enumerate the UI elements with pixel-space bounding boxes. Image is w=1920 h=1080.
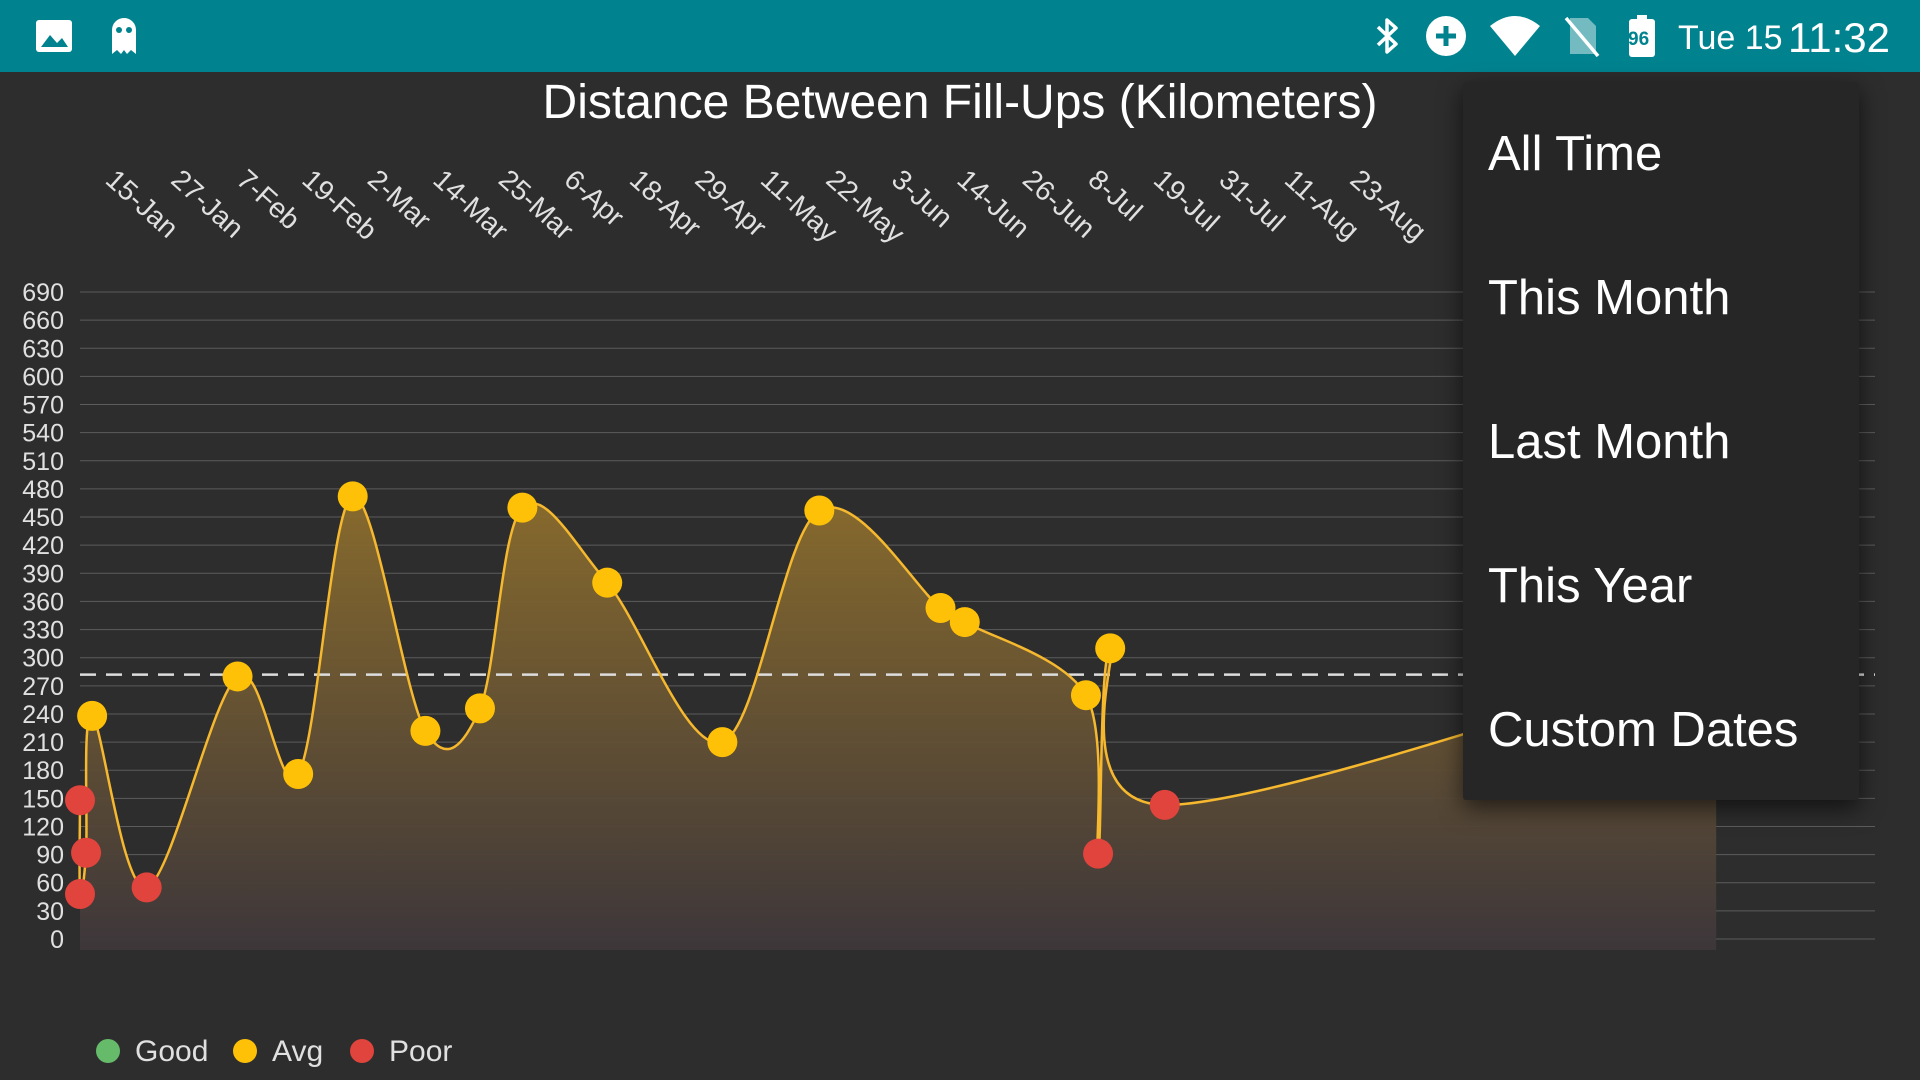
legend-marker	[233, 1039, 257, 1063]
battery-icon	[1629, 15, 1655, 57]
y-tick-label: 510	[22, 448, 64, 476]
y-tick-label: 570	[22, 392, 64, 420]
y-tick-label: 540	[22, 420, 64, 448]
legend-label: Good	[135, 1035, 208, 1068]
data-point	[131, 872, 162, 903]
data-point	[592, 567, 623, 598]
data-point	[283, 758, 314, 789]
x-tick-label: 23-Aug	[1344, 163, 1432, 246]
data-point	[71, 837, 102, 868]
y-tick-label: 30	[36, 898, 64, 926]
y-tick-label: 120	[22, 813, 64, 841]
menu-item-last-month[interactable]: Last Month	[1488, 415, 1731, 469]
data-point	[337, 481, 368, 512]
y-tick-label: 690	[22, 279, 64, 307]
y-tick-label: 450	[22, 504, 64, 532]
legend: Good Avg Poor	[96, 1035, 452, 1068]
y-tick-label: 660	[22, 307, 64, 335]
bluetooth-icon	[1376, 18, 1398, 54]
data-point	[707, 727, 738, 758]
battery-level: 96	[1628, 29, 1650, 50]
data-point	[222, 661, 253, 692]
data-point	[804, 495, 835, 526]
y-axis-ticks: 0306090120150180210240270300330360390420…	[22, 279, 64, 954]
legend-marker	[96, 1039, 120, 1063]
x-tick-label: 19-Jul	[1148, 163, 1225, 237]
data-point	[464, 693, 495, 724]
x-tick-label: 31-Jul	[1213, 163, 1290, 237]
chart-title: Distance Between Fill-Ups (Kilometers)	[543, 76, 1378, 129]
data-point	[949, 607, 980, 638]
fill-up-distance-chart: Distance Between Fill-Ups (Kilometers) 0…	[22, 76, 1875, 1068]
status-bar: 96 Tue 15 11:32	[0, 0, 1920, 72]
y-tick-label: 60	[36, 870, 64, 898]
data-point	[65, 878, 95, 909]
y-tick-label: 630	[22, 335, 64, 363]
menu-item-custom-dates[interactable]: Custom Dates	[1488, 703, 1799, 757]
y-tick-label: 0	[50, 926, 64, 954]
legend-label: Poor	[389, 1035, 452, 1068]
wifi-icon	[1490, 16, 1540, 56]
status-date: Tue 15	[1678, 19, 1783, 57]
data-point	[1095, 633, 1126, 664]
y-tick-label: 480	[22, 476, 64, 504]
data-point	[507, 492, 538, 523]
y-tick-label: 420	[22, 532, 64, 560]
image-icon	[36, 20, 72, 52]
x-tick-label: 14-Jun	[951, 163, 1035, 243]
y-tick-label: 300	[22, 645, 64, 673]
menu-item-this-year[interactable]: This Year	[1488, 559, 1693, 613]
ghost-icon	[112, 18, 136, 54]
legend-marker	[350, 1039, 374, 1063]
y-tick-label: 390	[22, 560, 64, 588]
y-tick-label: 210	[22, 729, 64, 757]
y-tick-label: 600	[22, 363, 64, 391]
data-point	[1149, 789, 1180, 820]
x-tick-label: 26-Jun	[1017, 163, 1101, 243]
area-fill	[79, 496, 1717, 950]
y-tick-label: 150	[22, 785, 64, 813]
y-tick-label: 90	[36, 842, 64, 870]
add-circle-icon	[1426, 16, 1466, 56]
x-tick-label: 25-Mar	[493, 163, 580, 245]
data-point	[1083, 838, 1114, 869]
legend-label: Avg	[272, 1035, 323, 1068]
x-tick-label: 29-Apr	[689, 163, 772, 242]
x-tick-label: 15-Jan	[100, 163, 184, 243]
data-point	[1070, 680, 1101, 711]
x-tick-label: 18-Apr	[624, 163, 707, 242]
data-point	[77, 700, 108, 731]
date-range-menu: All Time This Month Last Month This Year…	[1463, 82, 1859, 800]
x-tick-label: 14-Mar	[427, 163, 514, 245]
y-tick-label: 240	[22, 701, 64, 729]
y-tick-label: 360	[22, 588, 64, 616]
menu-item-all-time[interactable]: All Time	[1488, 127, 1663, 181]
y-tick-label: 270	[22, 673, 64, 701]
no-sim-icon	[1564, 16, 1600, 58]
status-time: 11:32	[1788, 14, 1890, 61]
data-point	[410, 715, 441, 746]
x-tick-label: 19-Feb	[296, 163, 383, 245]
y-tick-label: 330	[22, 617, 64, 645]
data-point	[65, 785, 95, 816]
y-tick-label: 180	[22, 757, 64, 785]
x-tick-label: 27-Jan	[165, 163, 249, 243]
data-point	[925, 592, 956, 623]
x-tick-label: 11-Aug	[1279, 163, 1365, 245]
menu-item-this-month[interactable]: This Month	[1488, 271, 1731, 325]
